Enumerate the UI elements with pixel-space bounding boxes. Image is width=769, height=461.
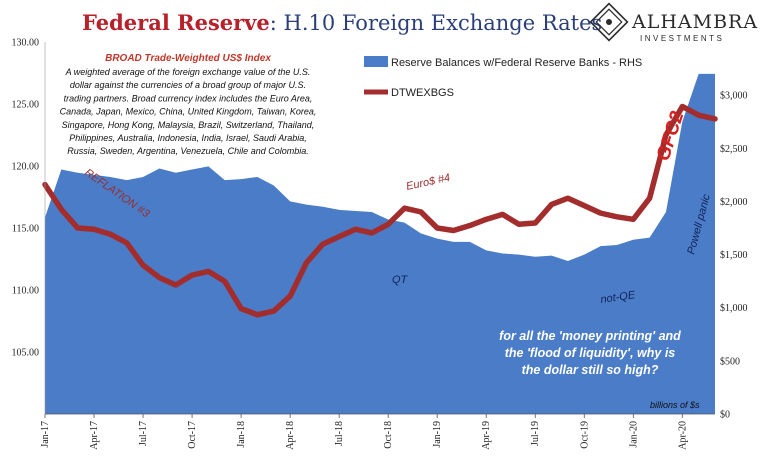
x-tick-label: Apr-20	[677, 421, 688, 450]
y-right-tick-label: $3,000	[720, 91, 748, 102]
y-left-tick-label: 115.00	[12, 224, 39, 235]
note-body: A weighted average of the foreign exchan…	[60, 67, 317, 156]
y-right-tick-label: $1,000	[720, 303, 748, 314]
dtwexbgs-line	[42, 103, 718, 318]
legend-swatch-area	[364, 56, 388, 67]
legend: Reserve Balances w/Federal Reserve Banks…	[364, 56, 642, 99]
note-line: trading partners. Broad currency index i…	[64, 93, 313, 103]
note-line: A weighted average of the foreign exchan…	[65, 67, 311, 77]
reserve-balances-area	[45, 73, 715, 414]
annotation-question: for all the 'money printing' and the 'flo…	[499, 329, 681, 377]
chart-title: Federal Reserve: H.10 Foreign Exchange R…	[82, 10, 602, 35]
y-right-tick-label: $1,500	[720, 250, 748, 261]
title-emphasis: Federal Reserve	[82, 10, 270, 35]
y-right-tick-label: $2,000	[720, 197, 748, 208]
annotation-qt: QT	[392, 274, 409, 286]
dtwexbgs-line-layer	[42, 103, 718, 318]
x-tick-label: Jul-17	[138, 421, 149, 446]
legend-label-area: Reserve Balances w/Federal Reserve Banks…	[391, 57, 642, 69]
title-rest: : H.10 Foreign Exchange Rates	[270, 11, 603, 35]
legend-label-line: DTWEXBGS	[391, 87, 454, 99]
annotation-not-qe: not-QE	[600, 289, 637, 306]
x-tick-label: Oct-17	[187, 421, 198, 449]
x-tick-label: Jul-18	[334, 421, 345, 446]
note-line: Philippines, Australia, Indonesia, India…	[69, 133, 306, 143]
question-line: for all the 'money printing' and	[499, 329, 681, 343]
x-ticks: Jan-17 Apr-17 Jul-17 Oct-17 Jan-18 Apr-18 Jul-…	[40, 414, 688, 450]
index-description: BROAD Trade-Weighted US$ Index A weighte…	[60, 53, 317, 156]
note-line: dollar against the currencies of a broad…	[70, 80, 306, 90]
y-left-tick-label: 110.00	[12, 286, 39, 297]
y-right-tick-label: $500	[720, 356, 740, 367]
annotation-units: billions of $s	[650, 400, 700, 410]
note-heading: BROAD Trade-Weighted US$ Index	[105, 53, 271, 64]
logo-mark-icon	[589, 2, 629, 42]
y-right-ticks: $0 $500 $1,000 $1,500 $2,000 $2,500 $3,000	[720, 91, 748, 421]
note-line: Canada, Japan, Mexico, China, United Kin…	[60, 107, 317, 117]
y-left-ticks: 105.00 110.00 115.00 120.00 125.00 130.00	[12, 38, 40, 359]
y-left-tick-label: 125.00	[12, 100, 40, 111]
x-tick-label: Apr-19	[481, 421, 492, 450]
y-right-tick-label: $2,500	[720, 144, 748, 155]
note-line: Singapore, Hong Kong, Malaysia, Brazil, …	[62, 120, 315, 130]
reserve-balances-area-layer	[45, 73, 715, 414]
question-line: the dollar still so high?	[522, 363, 659, 377]
x-tick-label: Jan-17	[40, 421, 51, 448]
x-tick-label: Oct-19	[579, 421, 590, 449]
logo-name: ALHAMBRA	[631, 11, 758, 33]
x-tick-label: Jan-20	[628, 421, 639, 448]
x-tick-label: Apr-17	[89, 421, 100, 450]
alhambra-logo: ALHAMBRA INVESTMENTS	[589, 2, 758, 43]
logo-subtitle: INVESTMENTS	[640, 34, 724, 43]
note-line: Russia, Sweden, Argentina, Venezuela, Ch…	[67, 146, 308, 156]
question-line: the 'flood of liquidity', why is	[505, 346, 676, 360]
x-tick-label: Jul-19	[530, 421, 541, 446]
y-left-tick-label: 105.00	[12, 348, 40, 359]
y-left-tick-label: 120.00	[12, 162, 40, 173]
x-tick-label: Jan-19	[432, 421, 443, 448]
x-tick-label: Jan-18	[236, 421, 247, 448]
x-tick-label: Apr-18	[285, 421, 296, 450]
y-left-tick-label: 130.00	[12, 38, 40, 49]
x-tick-label: Oct-18	[383, 421, 394, 449]
y-right-tick-label: $0	[720, 410, 730, 421]
